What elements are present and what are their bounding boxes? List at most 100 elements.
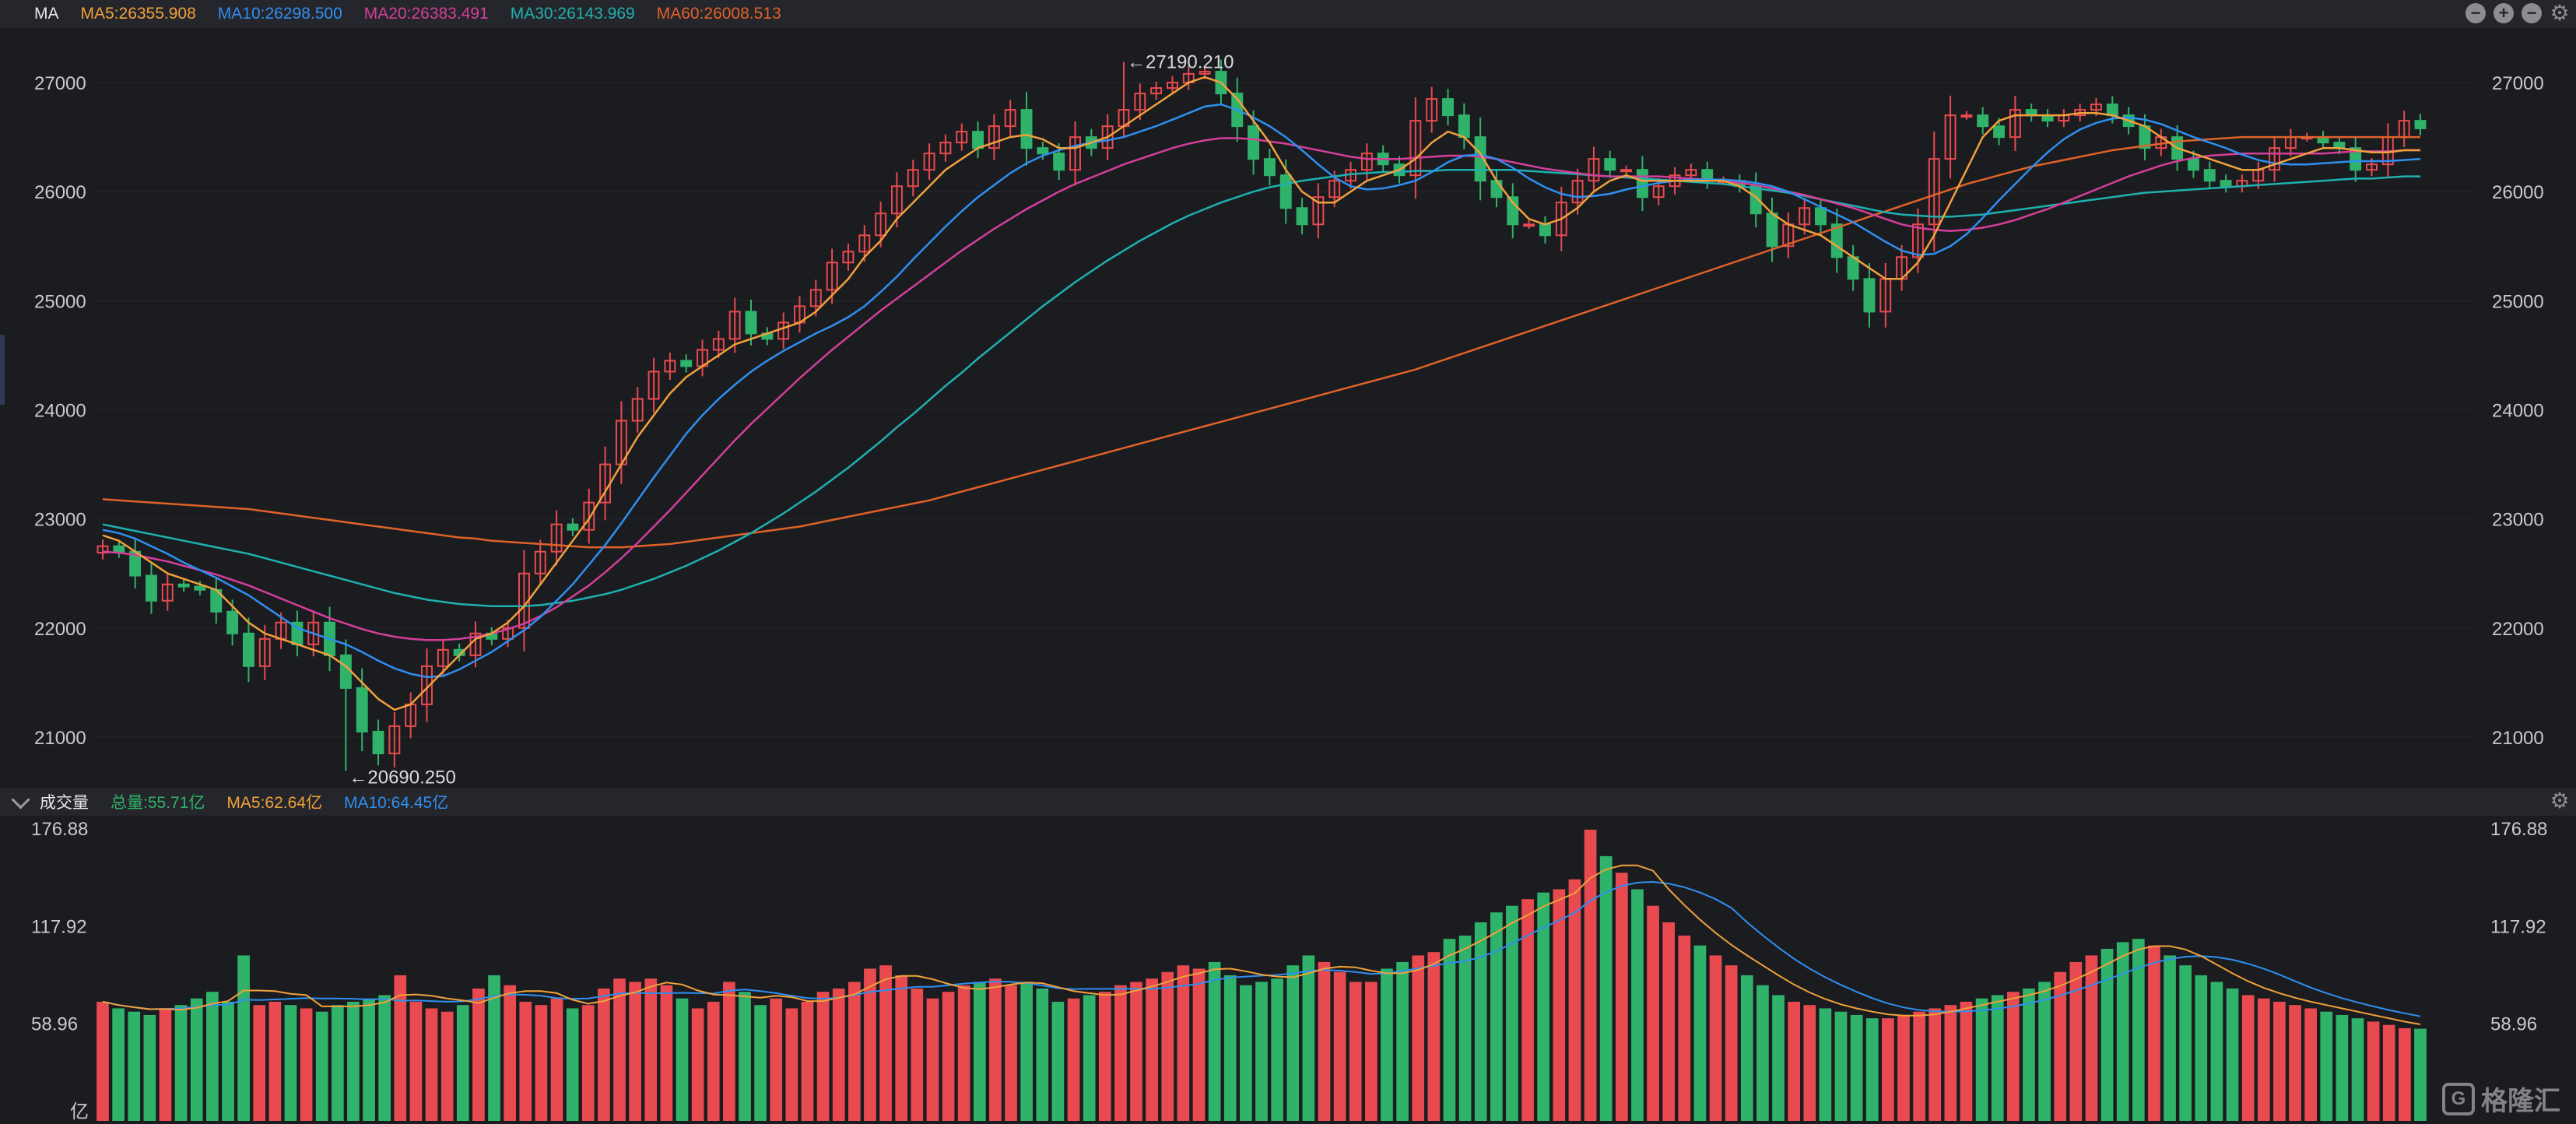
volume-bar bbox=[394, 975, 407, 1121]
candle bbox=[2350, 135, 2362, 182]
candle-body bbox=[113, 545, 125, 553]
candle bbox=[599, 446, 612, 521]
candle bbox=[2236, 174, 2248, 193]
volume-bar bbox=[2054, 971, 2067, 1121]
volume-bar bbox=[550, 998, 563, 1121]
candle bbox=[291, 610, 304, 657]
candle-body bbox=[1928, 158, 1940, 226]
volume-bar bbox=[2273, 1001, 2286, 1121]
volume-bar bbox=[268, 1001, 282, 1121]
candle-body bbox=[972, 131, 984, 149]
candle-body bbox=[534, 550, 546, 574]
volume-bar bbox=[1365, 982, 1377, 1121]
volume-bar bbox=[409, 1001, 423, 1121]
candle bbox=[1296, 198, 1308, 235]
volume-bar bbox=[754, 1005, 767, 1121]
candle bbox=[97, 539, 109, 560]
volume-bar bbox=[1803, 1005, 1816, 1121]
gear-icon[interactable]: ⚙ bbox=[2550, 1, 2570, 25]
volume-bar bbox=[629, 982, 641, 1121]
candle bbox=[1523, 220, 1535, 229]
indicator-label: MA bbox=[34, 5, 59, 23]
candle-body bbox=[1539, 223, 1551, 237]
candle-body bbox=[1960, 114, 1973, 118]
volume-bar bbox=[1020, 982, 1034, 1121]
volume-bar bbox=[1051, 1001, 1065, 1121]
volume-bar bbox=[300, 1008, 313, 1121]
candle bbox=[745, 299, 757, 346]
volume-bar bbox=[1709, 955, 1722, 1121]
candle bbox=[1248, 110, 1260, 175]
volume-bar bbox=[1271, 978, 1283, 1121]
candle bbox=[697, 339, 708, 377]
volume-gear-icon[interactable]: ⚙ bbox=[2550, 789, 2570, 813]
candle bbox=[388, 712, 401, 767]
candle bbox=[550, 510, 563, 566]
candle bbox=[1312, 183, 1325, 239]
volume-bar bbox=[2320, 1011, 2333, 1121]
volume-bar bbox=[1662, 922, 1676, 1121]
volume-bar bbox=[1834, 1011, 1848, 1121]
volume-bar bbox=[2226, 988, 2239, 1121]
candle bbox=[2009, 96, 2021, 152]
candle-body bbox=[421, 665, 433, 705]
candle-body bbox=[809, 289, 822, 307]
candle-body bbox=[1863, 278, 1876, 313]
volume-bar bbox=[2195, 975, 2208, 1121]
volume-bar bbox=[1443, 939, 1456, 1121]
volume-bar bbox=[1772, 995, 1785, 1121]
volume-ma5-line bbox=[102, 864, 2421, 1025]
minus-icon[interactable]: − bbox=[2465, 3, 2486, 23]
volume-bar bbox=[2085, 955, 2098, 1121]
candle bbox=[129, 539, 142, 588]
volume-bar bbox=[2148, 945, 2160, 1121]
candle-body bbox=[712, 338, 725, 351]
volume-bar bbox=[1928, 1008, 1942, 1121]
volume-bar bbox=[2069, 961, 2083, 1121]
plus-icon[interactable]: + bbox=[2494, 3, 2514, 23]
volume-bar bbox=[1944, 1005, 1957, 1121]
candle-body bbox=[242, 632, 254, 667]
price-tick-left: 24000 bbox=[34, 401, 86, 422]
ma60-legend: MA60:26008.513 bbox=[656, 5, 781, 23]
volume-bar bbox=[143, 1014, 156, 1121]
candle-body bbox=[2220, 180, 2232, 188]
remove-icon[interactable]: − bbox=[2522, 3, 2542, 23]
candle-body bbox=[1977, 114, 1989, 128]
candle bbox=[2220, 174, 2232, 193]
candle bbox=[567, 518, 579, 536]
candle-body bbox=[1815, 207, 1827, 226]
volume-bar bbox=[159, 1008, 172, 1121]
candle bbox=[2187, 150, 2199, 178]
ma5-legend: MA5:26355.908 bbox=[80, 5, 196, 23]
volume-bar bbox=[1130, 982, 1142, 1121]
volume-bar bbox=[660, 985, 673, 1121]
volume-bar bbox=[1678, 935, 1691, 1121]
candle bbox=[1360, 143, 1373, 181]
volume-legend-bar: 成交量 总量:55.71亿 MA5:62.64亿 MA10:64.45亿 ⚙ bbox=[0, 788, 2576, 816]
candle-body bbox=[858, 234, 871, 253]
candle-body bbox=[1296, 207, 1308, 226]
volume-bar bbox=[1036, 988, 1049, 1121]
price-tick-right: 24000 bbox=[2492, 401, 2544, 422]
candle bbox=[907, 160, 919, 197]
volume-bar bbox=[926, 998, 939, 1121]
side-scroll-marker[interactable] bbox=[0, 335, 5, 405]
volume-bar bbox=[440, 1011, 454, 1121]
volume-bar bbox=[581, 1005, 595, 1121]
candle bbox=[1750, 172, 1762, 228]
volume-bar bbox=[1333, 971, 1346, 1121]
volume-bar bbox=[378, 995, 391, 1121]
volume-bar bbox=[2038, 982, 2051, 1121]
candle-body bbox=[2009, 109, 2021, 139]
price-tick-left: 21000 bbox=[34, 728, 86, 749]
volume-bar bbox=[1960, 1001, 1973, 1121]
volume-bar bbox=[2414, 1028, 2427, 1121]
volume-bar bbox=[1553, 889, 1566, 1121]
candle bbox=[761, 327, 774, 346]
volume-bar bbox=[2132, 939, 2145, 1121]
price-tick-left: 22000 bbox=[34, 619, 86, 640]
candle bbox=[2414, 114, 2427, 135]
price-tick-left: 27000 bbox=[34, 73, 86, 94]
